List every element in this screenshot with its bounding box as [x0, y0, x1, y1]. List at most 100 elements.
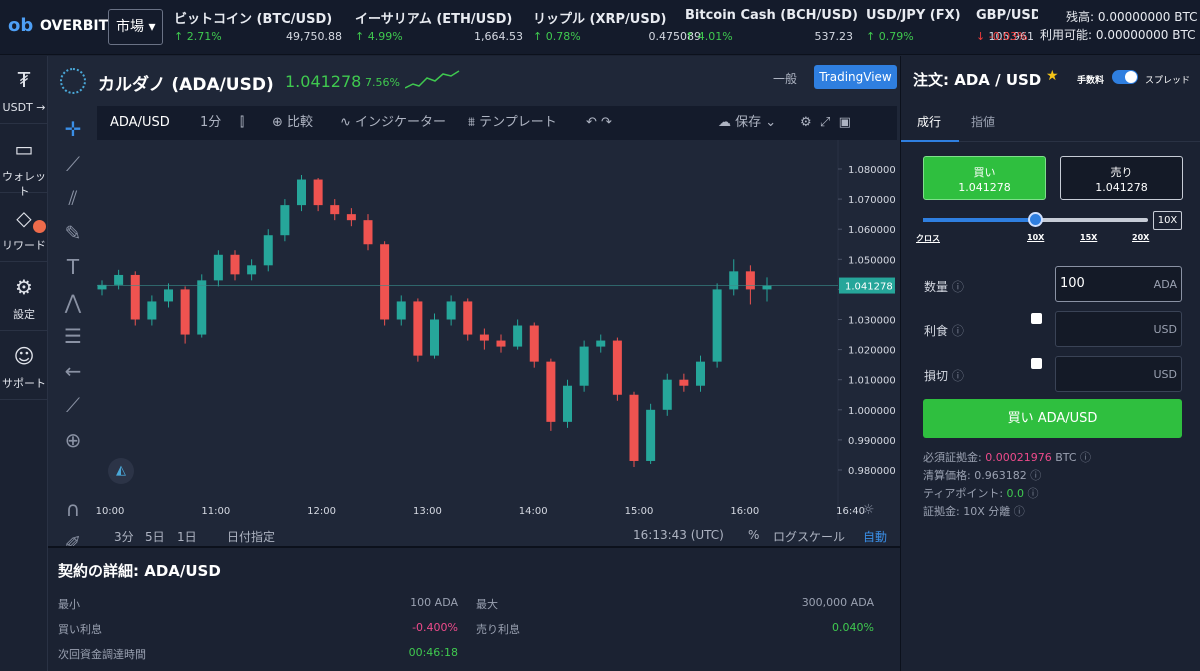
ticker[interactable]: ビットコイン (BTC/USD) ↑ 2.71% 49,750.88 [174, 6, 350, 50]
interval[interactable]: 1分 [200, 115, 222, 130]
range[interactable]: 5日 [145, 530, 165, 544]
sidebar-item[interactable]: ☺ サポート [0, 332, 48, 400]
sidebar-item[interactable]: ◇ リワード [0, 194, 48, 262]
candle-body [662, 379, 672, 410]
indicator[interactable]: ∿ インジケーター [340, 115, 447, 130]
candle-body [496, 340, 506, 347]
tv-logo: ◭ [108, 458, 134, 484]
tool-icons[interactable]: ⚙ ⤢ ▣ [800, 115, 851, 130]
y-tick-label: 1.030000 [848, 316, 896, 327]
ticker[interactable]: イーサリアム (ETH/USD) ↑ 4.99% 1,664.53 [355, 6, 531, 50]
sidebar-icon: ⚙ [15, 275, 33, 299]
quantity-unit: ADA [1153, 278, 1177, 291]
symbol: カルダノ (ADA/USD) [98, 75, 274, 95]
candle-body [114, 274, 124, 285]
sl-checkbox[interactable] [1031, 358, 1042, 369]
ticker[interactable]: GBP/USD ↓ -0.03% [976, 6, 1038, 50]
sidebar: ₮ USDT → ▭ ウォレット ◇ リワード ⚙ 設定 ☺ サポート [0, 56, 48, 671]
current-price-label: 1.041278 [845, 282, 893, 293]
fee[interactable]: 手数料 [1077, 76, 1105, 86]
candle-body [346, 214, 356, 221]
toolbar-symbol[interactable]: ADA/USD [110, 115, 170, 130]
save[interactable]: ☁ 保存 ⌄ [718, 115, 777, 130]
candle-body [712, 289, 722, 362]
x-tick-label: 16:00 [730, 506, 759, 517]
template-label: テンプレート [479, 115, 557, 130]
candle-body [297, 179, 306, 206]
tab-market[interactable]: 成行 [917, 115, 942, 129]
tp-checkbox[interactable] [1031, 313, 1042, 324]
leverage-mark[interactable]: 15X [1080, 233, 1098, 242]
ticker[interactable]: USD/JPY (FX) ↑ 0.79% 105.961 [866, 6, 1042, 50]
available-label: 利用可能: [1040, 28, 1093, 42]
leverage-handle[interactable] [1028, 212, 1043, 227]
buy-button[interactable]: 買い 1.041278 [923, 156, 1046, 200]
ticker-price: 537.23 [814, 30, 854, 43]
sell-button[interactable]: 売り 1.041278 [1060, 156, 1183, 200]
undo-redo[interactable]: ↶ ↷ [586, 115, 612, 130]
leverage-mark[interactable]: 10X [1027, 233, 1045, 242]
detail-cell: 最小 [58, 598, 80, 611]
candle-icon[interactable]: ⫿ [240, 115, 245, 130]
ticker-change: ↑ 4.99% [355, 30, 403, 43]
candle-body [213, 254, 223, 281]
ticker-change-value: 4.01% [697, 30, 733, 43]
template[interactable]: ⩩ テンプレート [468, 115, 557, 130]
candle-body [313, 179, 323, 206]
ticker-change: ↑ 0.79% [866, 30, 914, 43]
ticker[interactable]: Bitcoin Cash (BCH/USD) ↑ 4.01% 537.23 [685, 6, 861, 50]
candle-body [579, 346, 589, 386]
range[interactable]: 3分 [114, 530, 134, 544]
submit-button[interactable]: 買い ADA/USD [923, 399, 1182, 438]
buy-label: 買い [973, 166, 996, 179]
y-tick-label: 0.990000 [848, 436, 896, 447]
sl-input[interactable]: USD [1055, 356, 1182, 392]
candle-body [97, 284, 107, 290]
leverage-mark[interactable]: 20X [1132, 233, 1150, 242]
sell-label: 売り [1110, 166, 1133, 179]
ticker-name: イーサリアム (ETH/USD) [355, 12, 513, 27]
ticker[interactable]: リップル (XRP/USD) ↑ 0.78% 0.475089 [533, 6, 709, 50]
spread-toggle[interactable] [1112, 70, 1138, 84]
mode[interactable]: 一般 [773, 72, 798, 86]
logo: OVERBIT [40, 18, 109, 34]
logo-icon: ob [8, 15, 34, 36]
candle-body [629, 394, 639, 461]
top-bar: ob OVERBIT 市場 ▾ ビットコイン (BTC/USD) ↑ 2.71% 4… [0, 0, 1200, 55]
percent[interactable]: % [748, 528, 760, 542]
candle-body [762, 285, 772, 290]
quantity-input[interactable]: 100 ADA [1055, 266, 1182, 302]
drawing-tools[interactable]: ✛ ⟋ ⫽ ✎ T ⋀ ☰ ← ⟋ ⊕ ∩ ✐ [64, 117, 82, 555]
sidebar-item[interactable]: ₮ USDT → [0, 56, 48, 124]
date-range[interactable]: 日付指定 [227, 530, 276, 544]
candle-body [330, 205, 340, 215]
candle-body [247, 265, 257, 275]
candle-body [230, 254, 240, 275]
info-icon[interactable]: ⓘ [1030, 469, 1042, 482]
info-icon[interactable]: ⓘ [1080, 451, 1092, 464]
market-button[interactable]: 市場 ▾ [108, 9, 163, 45]
order-title: 注文: ADA / USD [913, 71, 1042, 89]
star[interactable]: ★ [1046, 68, 1059, 84]
range[interactable]: 1日 [177, 530, 197, 544]
sidebar-item[interactable]: ▭ ウォレット [0, 125, 48, 198]
y-tick-label: 1.080000 [848, 165, 896, 176]
auto[interactable]: 自動 [863, 530, 888, 544]
info-icon[interactable]: ⓘ [1013, 505, 1025, 518]
candle-body [463, 301, 473, 335]
compare[interactable]: ⊕ 比較 [272, 115, 314, 130]
tab-limit[interactable]: 指値 [971, 115, 996, 129]
y-tick-label: 1.060000 [848, 225, 896, 236]
ticker-name: USD/JPY (FX) [866, 8, 961, 23]
sidebar-item[interactable]: ⚙ 設定 [0, 263, 48, 331]
log-scale[interactable]: ログスケール [773, 530, 846, 544]
leverage-value[interactable]: 10X [1153, 211, 1182, 230]
detail-cell: 00:46:18 [408, 646, 458, 659]
leverage-mark[interactable]: クロス [916, 234, 940, 243]
tradingview-button[interactable]: TradingView [814, 65, 897, 89]
badge [33, 220, 46, 233]
info-icon[interactable]: ⓘ [1027, 487, 1039, 500]
info-value: 0.00021976 [985, 451, 1052, 464]
candle-body [646, 409, 656, 461]
tp-input[interactable]: USD [1055, 311, 1182, 347]
